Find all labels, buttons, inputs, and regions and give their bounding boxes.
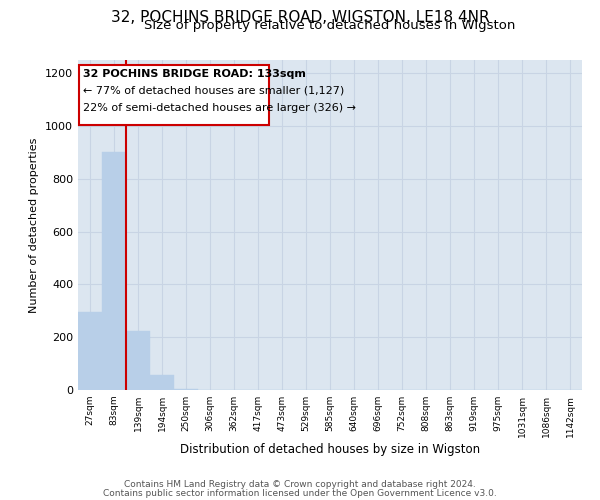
Text: ← 77% of detached houses are smaller (1,127): ← 77% of detached houses are smaller (1,… <box>83 86 344 96</box>
FancyBboxPatch shape <box>79 65 269 126</box>
Y-axis label: Number of detached properties: Number of detached properties <box>29 138 40 312</box>
Title: Size of property relative to detached houses in Wigston: Size of property relative to detached ho… <box>145 20 515 32</box>
Text: 32 POCHINS BRIDGE ROAD: 133sqm: 32 POCHINS BRIDGE ROAD: 133sqm <box>83 68 305 78</box>
X-axis label: Distribution of detached houses by size in Wigston: Distribution of detached houses by size … <box>180 442 480 456</box>
Bar <box>78 312 102 390</box>
Bar <box>126 330 150 390</box>
Bar <box>174 388 198 390</box>
Text: 32, POCHINS BRIDGE ROAD, WIGSTON, LE18 4NR: 32, POCHINS BRIDGE ROAD, WIGSTON, LE18 4… <box>110 10 490 25</box>
Text: Contains public sector information licensed under the Open Government Licence v3: Contains public sector information licen… <box>103 490 497 498</box>
Text: Contains HM Land Registry data © Crown copyright and database right 2024.: Contains HM Land Registry data © Crown c… <box>124 480 476 489</box>
Bar <box>150 376 174 390</box>
Text: 22% of semi-detached houses are larger (326) →: 22% of semi-detached houses are larger (… <box>83 103 356 113</box>
Bar <box>102 152 126 390</box>
